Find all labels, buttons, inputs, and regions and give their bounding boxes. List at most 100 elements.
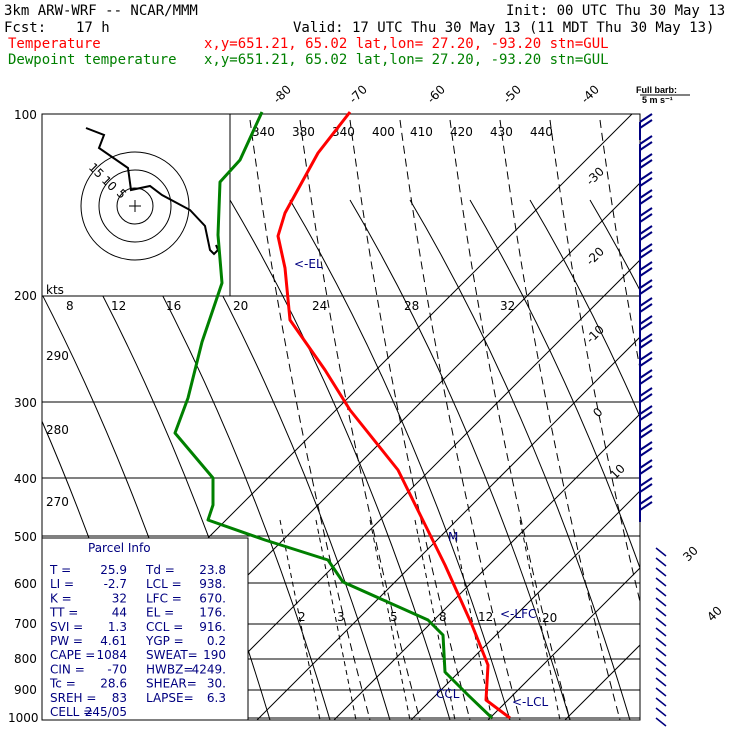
pressure-label: 400 xyxy=(14,472,37,486)
mixing-ratio-line xyxy=(279,519,321,720)
dry-adiabat xyxy=(589,199,640,292)
wind-barb-flag xyxy=(639,119,653,129)
isentrope-label: 290 xyxy=(46,349,69,363)
hodo-ring xyxy=(116,187,154,225)
wind-barb-flag xyxy=(639,243,653,253)
parcel-row-label: CIN = xyxy=(50,662,85,676)
mixing-ratio-line xyxy=(369,519,411,720)
wind-barb-flag xyxy=(639,423,653,433)
wind-barb-flag xyxy=(639,159,653,169)
wind-barb-flag xyxy=(639,213,653,223)
theta-label: 440 xyxy=(530,125,553,139)
wind-barb-flag xyxy=(639,207,653,217)
parcel-row-value: 32 xyxy=(112,591,127,605)
wind-barb xyxy=(655,707,667,717)
moist-adiabat xyxy=(449,119,571,720)
pressure-label: 1000 xyxy=(8,711,39,725)
parcel-row-value: 670. xyxy=(199,591,226,605)
speed-label: 8 xyxy=(66,299,74,313)
parcel-row-value: 30. xyxy=(207,677,226,691)
wind-barb-flag xyxy=(639,339,653,349)
parcel-row-value: 1.3 xyxy=(108,620,127,634)
isotherm-label: -60 xyxy=(424,82,448,106)
speed-label: 20 xyxy=(233,299,248,313)
isotherm-label: 0 xyxy=(590,405,605,420)
parcel-row-value: 916. xyxy=(199,620,226,634)
wind-barb xyxy=(655,677,667,687)
hodo-ring xyxy=(80,151,190,261)
forecast-label: Fcst: xyxy=(4,20,46,36)
ccl-marker: CCL xyxy=(436,687,460,701)
parcel-row-value: 4249. xyxy=(192,662,226,676)
hodograph: 15 10 5 xyxy=(41,113,231,297)
pressure-label: 100 xyxy=(14,108,37,122)
speed-label: 28 xyxy=(404,299,419,313)
mixing-ratio-label: 2 xyxy=(298,610,306,624)
parcel-row-label: HWBZ= xyxy=(146,662,193,676)
hodo-ring xyxy=(98,169,172,243)
mixing-ratio-line xyxy=(519,519,561,720)
parcel-row-value: 25.9 xyxy=(100,563,127,577)
parcel-row-label: TT = xyxy=(49,606,78,620)
wind-barb xyxy=(655,607,667,617)
mixing-ratio-line xyxy=(315,519,357,720)
wind-barb-flag xyxy=(639,357,653,367)
wind-barb-flag xyxy=(639,113,653,123)
speed-label: 16 xyxy=(166,299,181,313)
wind-barb-flag xyxy=(639,369,653,379)
parcel-row-label: LCL = xyxy=(146,577,182,591)
wind-barb-flag xyxy=(639,267,653,277)
parcel-row-value: -2.7 xyxy=(104,577,127,591)
isotherm-label: 20 xyxy=(542,611,557,625)
parcel-row-value: 83 xyxy=(112,691,127,705)
pressure-label: 500 xyxy=(14,530,37,544)
wind-barb-flag xyxy=(639,261,653,271)
wind-barb-flag xyxy=(639,195,653,205)
m-marker: M xyxy=(448,530,458,544)
wind-barb xyxy=(655,657,667,667)
wind-barb-flag xyxy=(639,375,653,385)
model-title: 3km ARW-WRF -- NCAR/MMM xyxy=(4,3,198,19)
speed-label: 12 xyxy=(111,299,126,313)
moist-adiabat xyxy=(399,119,521,720)
mixing-ratio-line xyxy=(451,519,493,720)
parcel-row-label: K = xyxy=(50,591,72,605)
parcel-row-value: 6.3 xyxy=(207,691,226,705)
temperature-line xyxy=(276,111,511,720)
wind-barb xyxy=(655,567,667,577)
moist-adiabat xyxy=(349,119,471,720)
isotherm-label: -80 xyxy=(270,82,294,106)
moist-adiabat xyxy=(499,119,621,720)
dry-adiabat xyxy=(529,199,640,418)
parcel-row-value: 0.2 xyxy=(207,634,226,648)
wind-barb-flag xyxy=(639,285,653,295)
temperature-legend: Temperature xyxy=(8,36,101,52)
theta-label: 340 xyxy=(252,125,275,139)
dry-adiabat xyxy=(229,199,451,720)
isentrope-labels: 290 280 270 xyxy=(46,349,69,509)
dry-adiabat xyxy=(349,199,571,720)
wind-barb-flag xyxy=(639,333,653,343)
parcel-row-value: 176. xyxy=(199,606,226,620)
mixing-ratio-label: 5 xyxy=(390,610,398,624)
wind-barbs xyxy=(639,113,667,727)
wind-barb xyxy=(655,627,667,637)
wind-barb-flag xyxy=(639,495,653,505)
valid-time: Valid: 17 UTC Thu 30 May 13 (11 MDT Thu … xyxy=(293,20,714,36)
wind-barb-flag xyxy=(639,477,653,487)
wind-barb-flag xyxy=(639,225,653,235)
wind-barb-flag xyxy=(639,249,653,259)
mixing-ratio-labels: 2 3 5 8 12 xyxy=(298,610,493,624)
parcel-row-label: SHEAR= xyxy=(146,677,197,691)
dry-adiabat xyxy=(650,200,740,720)
theta-label: 400 xyxy=(372,125,395,139)
dewpoint-legend: Dewpoint temperature xyxy=(8,52,177,68)
wind-barb-flag xyxy=(639,321,653,331)
isotherm xyxy=(179,259,640,720)
wind-barb-flag xyxy=(639,447,653,457)
wind-barb xyxy=(655,557,667,567)
parcel-info-box: Parcel Info T = 25.9 Td = 23.8 LI = -2.7 LCL =… xyxy=(41,537,249,721)
kts-label: kts xyxy=(46,283,64,297)
wind-speed-axis: kts 8 12 16 20 24 28 32 xyxy=(46,283,515,313)
wind-barb xyxy=(655,547,667,557)
